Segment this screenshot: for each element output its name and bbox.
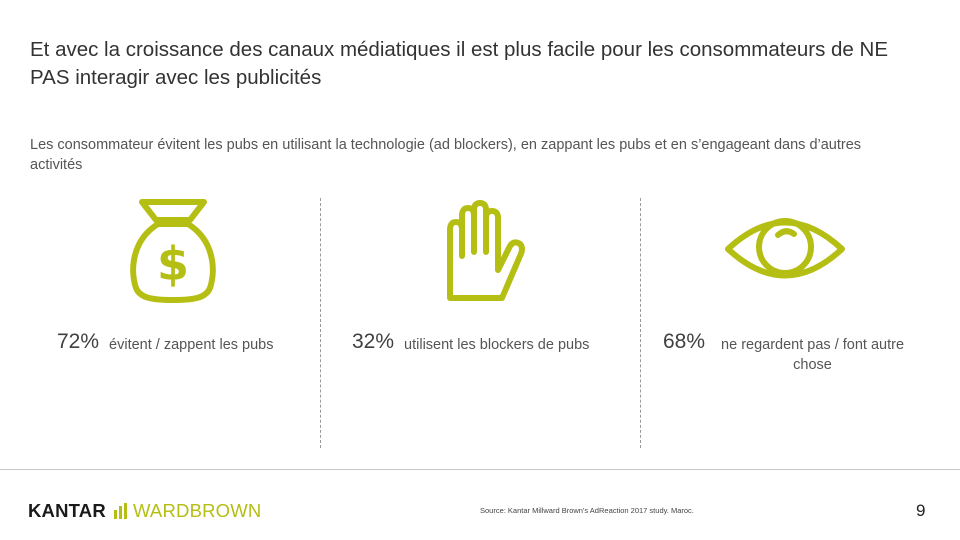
eye-icon	[725, 218, 845, 279]
page-title: Et avec la croissance des canaux médiati…	[30, 38, 889, 89]
raised-hand-icon	[447, 200, 525, 301]
column-divider-2	[640, 198, 641, 448]
stat-3: 68% ne regardent pas / font autre chose	[663, 330, 910, 375]
logo-kantar: KANTAR	[28, 500, 106, 521]
stat-description: évitent / zappent les pubs	[109, 337, 274, 353]
page-number: 9	[916, 501, 926, 520]
logo-wardbrown: WARDBROWN	[132, 500, 262, 521]
stat-percent: 68%	[663, 330, 706, 353]
svg-text:$: $	[157, 237, 189, 291]
page-subtitle: Les consommateur évitent les pubs en uti…	[30, 137, 862, 173]
stat-percent: 72%	[57, 330, 100, 353]
stat-1: 72% évitent / zappent les pubs	[57, 330, 273, 355]
money-bag-icon: $	[130, 199, 216, 303]
source-note: Source: Kantar Millward Brown's AdReacti…	[480, 506, 694, 515]
stat-percent: 32%	[352, 330, 395, 353]
column-divider-1	[320, 198, 321, 448]
footer-divider	[0, 469, 960, 470]
stat-description: ne regardent pas / font autre chose	[721, 337, 905, 373]
stat-2: 32% utilisent les blockers de pubs	[352, 330, 589, 355]
logo-mark-icon	[113, 503, 129, 519]
stat-description: utilisent les blockers de pubs	[404, 337, 590, 353]
kantar-millward-brown-logo: KANTAR WARDBROWN	[28, 500, 261, 522]
